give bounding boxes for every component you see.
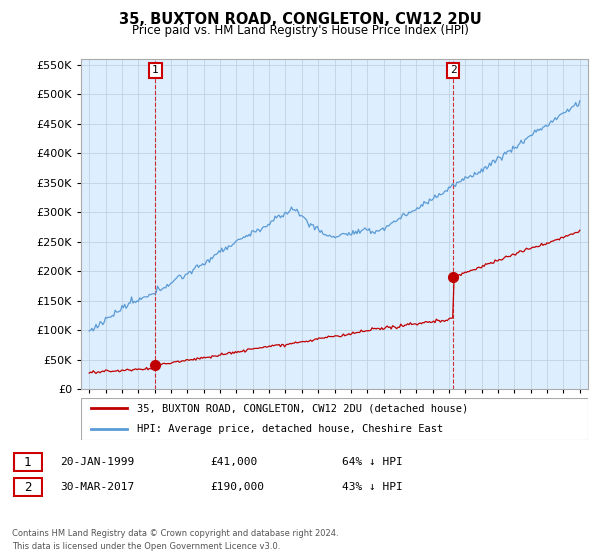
Text: £190,000: £190,000: [210, 482, 264, 492]
Text: 2: 2: [449, 66, 457, 76]
Text: Price paid vs. HM Land Registry's House Price Index (HPI): Price paid vs. HM Land Registry's House …: [131, 24, 469, 37]
Text: 30-MAR-2017: 30-MAR-2017: [60, 482, 134, 492]
Text: 35, BUXTON ROAD, CONGLETON, CW12 2DU: 35, BUXTON ROAD, CONGLETON, CW12 2DU: [119, 12, 481, 27]
Text: 2: 2: [24, 480, 31, 494]
Text: 1: 1: [24, 455, 31, 469]
Text: This data is licensed under the Open Government Licence v3.0.: This data is licensed under the Open Gov…: [12, 542, 280, 551]
Text: 43% ↓ HPI: 43% ↓ HPI: [342, 482, 403, 492]
Text: 64% ↓ HPI: 64% ↓ HPI: [342, 457, 403, 467]
Text: £41,000: £41,000: [210, 457, 257, 467]
Text: 20-JAN-1999: 20-JAN-1999: [60, 457, 134, 467]
Text: 1: 1: [152, 66, 159, 76]
Text: 35, BUXTON ROAD, CONGLETON, CW12 2DU (detached house): 35, BUXTON ROAD, CONGLETON, CW12 2DU (de…: [137, 403, 468, 413]
Text: HPI: Average price, detached house, Cheshire East: HPI: Average price, detached house, Ches…: [137, 424, 443, 434]
FancyBboxPatch shape: [14, 478, 41, 496]
FancyBboxPatch shape: [81, 398, 588, 440]
Text: Contains HM Land Registry data © Crown copyright and database right 2024.: Contains HM Land Registry data © Crown c…: [12, 529, 338, 538]
FancyBboxPatch shape: [14, 453, 41, 471]
